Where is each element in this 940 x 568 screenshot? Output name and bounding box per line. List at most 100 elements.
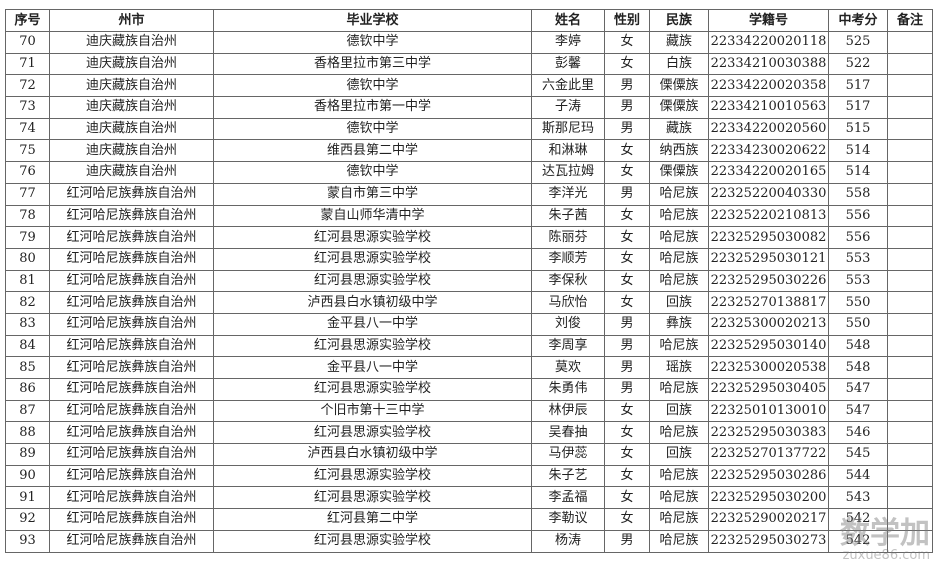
cell-score: 546	[828, 421, 888, 445]
cell-student-id: 22325220040330	[708, 182, 829, 206]
cell-school: 红河县思源实验学校	[213, 378, 532, 401]
cell-ethnicity: 哈尼族	[649, 269, 709, 293]
cell-gender: 女	[604, 486, 650, 510]
cell-gender: 男	[604, 356, 650, 379]
cell-prefecture: 红河哈尼族彝族自治州	[49, 291, 214, 314]
header-seq: 序号	[5, 9, 50, 32]
cell-ethnicity: 藏族	[649, 31, 709, 54]
cell-remark	[887, 334, 933, 358]
cell-name: 林伊辰	[531, 399, 605, 423]
cell-prefecture: 红河哈尼族彝族自治州	[49, 399, 214, 423]
cell-gender: 男	[604, 378, 650, 401]
cell-name: 刘俊	[531, 312, 605, 336]
cell-remark	[887, 52, 933, 76]
cell-school: 德钦中学	[213, 161, 532, 184]
table-row: 82 红河哈尼族彝族自治州 泸西县白水镇初级中学 马欣怡女回族 223252701388…	[5, 291, 933, 314]
cell-name: 子涛	[531, 96, 605, 119]
cell-name: 朱子艺	[531, 464, 605, 488]
cell-gender: 女	[604, 421, 650, 445]
cell-score: 542	[828, 508, 888, 531]
cell-prefecture: 红河哈尼族彝族自治州	[49, 443, 214, 466]
header-score: 中考分	[828, 9, 888, 32]
cell-name: 李保秋	[531, 269, 605, 293]
cell-remark	[887, 161, 933, 184]
cell-name: 和淋琳	[531, 139, 605, 163]
cell-prefecture: 红河哈尼族彝族自治州	[49, 312, 214, 336]
cell-student-id: 22325220210813	[708, 204, 829, 228]
cell-remark	[887, 226, 933, 249]
cell-prefecture: 迪庆藏族自治州	[49, 31, 214, 54]
cell-school: 个旧市第十三中学	[213, 399, 532, 423]
table-row: 86 红河哈尼族彝族自治州 红河县思源实验学校 朱勇伟男哈尼族 223252950304…	[5, 378, 933, 401]
cell-remark	[887, 464, 933, 488]
cell-seq: 84	[5, 334, 50, 358]
cell-student-id: 22325300020538	[708, 356, 829, 379]
table-row: 78 红河哈尼族彝族自治州 蒙自山师华清中学 朱子茜女哈尼族 2232522021081…	[5, 204, 933, 228]
table-row: 76 迪庆藏族自治州 德钦中学 达瓦拉姆女傈僳族 22334220020165 514	[5, 161, 933, 184]
cell-prefecture: 红河哈尼族彝族自治州	[49, 356, 214, 379]
cell-seq: 93	[5, 529, 50, 553]
cell-score: 547	[828, 399, 888, 423]
cell-student-id: 22334220020560	[708, 117, 829, 141]
cell-school: 金平县八一中学	[213, 312, 532, 336]
header-gender: 性别	[604, 9, 650, 32]
cell-name: 李婷	[531, 31, 605, 54]
header-ethnicity: 民族	[649, 9, 709, 32]
cell-gender: 女	[604, 226, 650, 249]
cell-remark	[887, 269, 933, 293]
cell-remark	[887, 182, 933, 206]
table-row: 93 红河哈尼族彝族自治州 红河县思源实验学校 杨涛男哈尼族 2232529503027…	[5, 529, 933, 553]
cell-name: 六金此里	[531, 74, 605, 98]
cell-name: 朱勇伟	[531, 378, 605, 401]
cell-gender: 女	[604, 399, 650, 423]
cell-student-id: 22325295030121	[708, 247, 829, 271]
cell-seq: 74	[5, 117, 50, 141]
cell-prefecture: 红河哈尼族彝族自治州	[49, 508, 214, 531]
cell-gender: 女	[604, 161, 650, 184]
cell-school: 泸西县白水镇初级中学	[213, 291, 532, 314]
cell-student-id: 22325295030082	[708, 226, 829, 249]
cell-score: 522	[828, 52, 888, 76]
cell-ethnicity: 哈尼族	[649, 421, 709, 445]
cell-remark	[887, 117, 933, 141]
cell-student-id: 22325295030226	[708, 269, 829, 293]
cell-name: 彭馨	[531, 52, 605, 76]
table-row: 88 红河哈尼族彝族自治州 红河县思源实验学校 吴春抽女哈尼族 223252950303…	[5, 421, 933, 445]
cell-student-id: 22325270137722	[708, 443, 829, 466]
cell-score: 548	[828, 356, 888, 379]
cell-gender: 男	[604, 182, 650, 206]
cell-student-id: 22325295030273	[708, 529, 829, 553]
cell-seq: 81	[5, 269, 50, 293]
cell-seq: 76	[5, 161, 50, 184]
cell-name: 李周享	[531, 334, 605, 358]
cell-student-id: 22334210010563	[708, 96, 829, 119]
cell-school: 红河县思源实验学校	[213, 529, 532, 553]
cell-prefecture: 红河哈尼族彝族自治州	[49, 182, 214, 206]
cell-ethnicity: 傈僳族	[649, 96, 709, 119]
cell-ethnicity: 哈尼族	[649, 204, 709, 228]
table-row: 90 红河哈尼族彝族自治州 红河县思源实验学校 朱子艺女哈尼族 223252950302…	[5, 464, 933, 488]
cell-school: 蒙自山师华清中学	[213, 204, 532, 228]
cell-seq: 79	[5, 226, 50, 249]
cell-gender: 女	[604, 508, 650, 531]
cell-gender: 女	[604, 443, 650, 466]
cell-gender: 女	[604, 139, 650, 163]
cell-gender: 女	[604, 52, 650, 76]
cell-prefecture: 红河哈尼族彝族自治州	[49, 204, 214, 228]
cell-student-id: 22334230020622	[708, 139, 829, 163]
table-row: 73 迪庆藏族自治州 香格里拉市第一中学 子涛男傈僳族 22334210010563 51…	[5, 96, 933, 119]
cell-score: 544	[828, 464, 888, 488]
cell-ethnicity: 白族	[649, 52, 709, 76]
cell-score: 558	[828, 182, 888, 206]
cell-school: 红河县思源实验学校	[213, 486, 532, 510]
cell-seq: 80	[5, 247, 50, 271]
cell-remark	[887, 312, 933, 336]
cell-school: 德钦中学	[213, 74, 532, 98]
cell-name: 吴春抽	[531, 421, 605, 445]
cell-student-id: 22334210030388	[708, 52, 829, 76]
table-row: 77 红河哈尼族彝族自治州 蒙自市第三中学 李洋光男哈尼族 22325220040330…	[5, 182, 933, 206]
cell-seq: 71	[5, 52, 50, 76]
header-school: 毕业学校	[213, 9, 532, 32]
table-row: 74 迪庆藏族自治州 德钦中学 斯那尼玛男藏族 22334220020560 515	[5, 117, 933, 141]
cell-score: 550	[828, 291, 888, 314]
